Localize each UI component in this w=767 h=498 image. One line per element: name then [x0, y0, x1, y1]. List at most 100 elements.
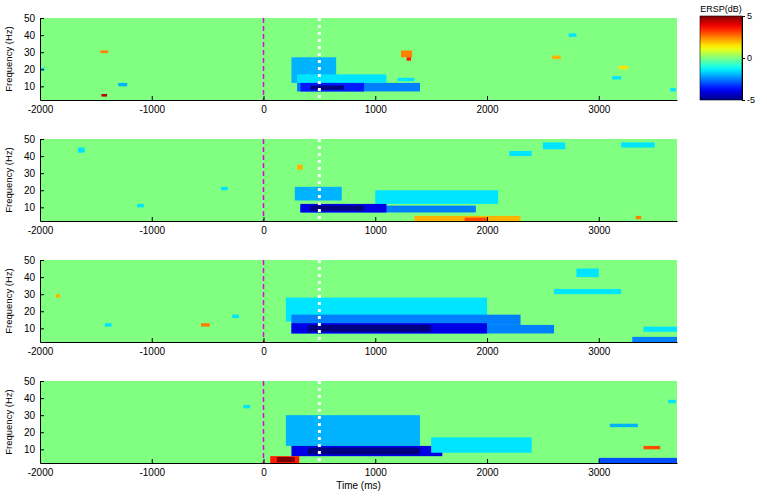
cell [101, 94, 107, 97]
cell [56, 294, 60, 297]
cell [201, 323, 210, 326]
event-line [318, 139, 321, 221]
x-tick: 3000 [588, 338, 611, 357]
y-tick-label: 50 [24, 134, 36, 145]
x-tick-label: 1000 [365, 467, 388, 478]
x-tick-mark [152, 96, 153, 100]
x-tick-label: 0 [261, 104, 267, 115]
y-tick: 50 [24, 255, 44, 266]
x-tick-mark [487, 459, 488, 463]
cell [105, 323, 112, 326]
x-tick-mark [599, 459, 600, 463]
x-tick-label: -1000 [139, 346, 165, 357]
y-tick-mark [40, 69, 44, 70]
x-tick-mark [487, 338, 488, 342]
panel: -2000-100001000200030001020304050Frequen… [3, 255, 678, 357]
x-axis: -2000-10000100020003000 [28, 217, 678, 236]
colorbar-tick-mark [742, 58, 745, 59]
x-tick-mark [152, 459, 153, 463]
y-axis-title: Frequency (Hz) [3, 389, 14, 454]
x-axis-line [41, 463, 678, 464]
x-tick-label: 3000 [588, 346, 611, 357]
plot-area [40, 381, 677, 463]
y-tick-label: 10 [24, 81, 36, 92]
x-tick: 3000 [588, 217, 611, 236]
cell [621, 142, 655, 147]
y-tick-label: 20 [24, 64, 36, 75]
cell [300, 204, 386, 213]
y-axis-line [40, 19, 41, 101]
y-tick: 30 [24, 47, 44, 58]
y-tick-mark [40, 173, 44, 174]
x-tick: 1000 [365, 96, 388, 115]
x-tick-label: 0 [261, 225, 267, 236]
x-tick-label: -2000 [28, 346, 54, 357]
x-tick-label: 2000 [476, 467, 499, 478]
y-tick: 20 [24, 185, 44, 196]
y-tick: 10 [24, 81, 44, 92]
x-tick-mark [375, 459, 376, 463]
cell [543, 142, 565, 149]
y-tick: 30 [24, 410, 44, 421]
x-axis-line [41, 342, 678, 343]
x-tick-label: -2000 [28, 467, 54, 478]
x-tick: 3000 [588, 459, 611, 478]
y-tick-label: 50 [24, 255, 36, 266]
cell [431, 437, 532, 452]
x-tick-mark [599, 217, 600, 221]
cell [643, 446, 660, 449]
cell [291, 446, 442, 456]
cell [270, 456, 299, 463]
colorbar-scale [700, 16, 742, 100]
cell [375, 190, 498, 204]
panel: -2000-100001000200030001020304050Frequen… [3, 13, 678, 115]
x-tick: -1000 [139, 96, 165, 115]
cell [297, 165, 303, 170]
event-line [263, 139, 265, 221]
x-tick-label: 0 [261, 346, 267, 357]
y-axis: 10 20 30 40 50 [24, 255, 44, 343]
panel: -2000-100001000200030001020304050Frequen… [3, 376, 678, 491]
y-axis-title: Frequency (Hz) [3, 147, 14, 212]
cell [407, 57, 411, 60]
x-tick-label: 2000 [476, 225, 499, 236]
colorbar-axis: -505 [742, 11, 755, 105]
x-tick-label: 3000 [588, 225, 611, 236]
x-tick-mark [487, 96, 488, 100]
x-tick-label: 2000 [476, 104, 499, 115]
y-axis-line [40, 382, 41, 464]
y-tick: 30 [24, 168, 44, 179]
y-tick: 20 [24, 427, 44, 438]
y-axis-title: Frequency (Hz) [3, 26, 14, 91]
colorbar-title: ERSP(dB) [700, 4, 742, 14]
y-tick: 50 [24, 376, 44, 387]
cell [221, 187, 228, 190]
y-tick-label: 10 [24, 444, 36, 455]
y-tick-mark [40, 260, 44, 261]
cell [643, 327, 677, 332]
y-tick-label: 40 [24, 272, 36, 283]
y-tick-label: 10 [24, 323, 36, 334]
x-tick: 1000 [365, 217, 388, 236]
y-tick-label: 30 [24, 289, 36, 300]
x-tick-mark [264, 338, 265, 342]
event-line [318, 381, 321, 463]
x-tick: 2000 [476, 338, 499, 357]
y-tick-mark [40, 52, 44, 53]
y-tick-mark [40, 139, 44, 140]
cell [465, 218, 487, 221]
x-tick: -1000 [139, 217, 165, 236]
cell [554, 289, 621, 294]
plot-area [40, 260, 677, 342]
y-tick: 40 [24, 393, 44, 404]
y-tick-label: 20 [24, 306, 36, 317]
y-tick: 50 [24, 13, 44, 24]
cell [243, 405, 250, 408]
y-axis-line [40, 140, 41, 222]
x-tick: -1000 [139, 459, 165, 478]
plot-area [40, 18, 677, 100]
cell [277, 457, 295, 462]
x-tick-label: -2000 [28, 104, 54, 115]
panel: -2000-100001000200030001020304050Frequen… [3, 134, 678, 236]
y-tick-mark [40, 18, 44, 19]
